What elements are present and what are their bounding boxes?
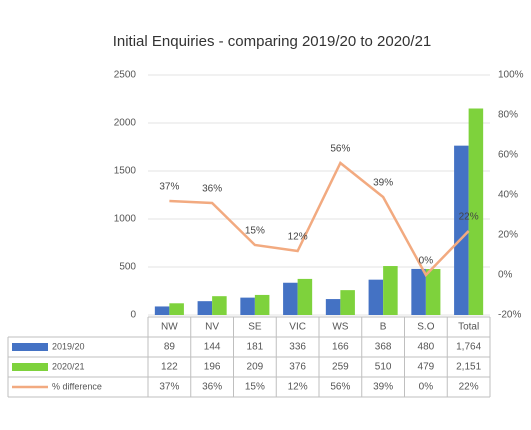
- y2-tick-label: -20%: [498, 310, 521, 321]
- data-label: 15%: [245, 226, 265, 237]
- bar: [425, 269, 441, 315]
- legend-swatch: [12, 343, 48, 351]
- data-label: 39%: [373, 178, 393, 189]
- y-tick-label: 2500: [114, 70, 137, 81]
- bar: [383, 266, 398, 315]
- table-cell: 166: [332, 342, 349, 353]
- y-tick-label: 0: [130, 310, 136, 321]
- table-cell: 39%: [373, 382, 393, 393]
- data-label: 22%: [459, 212, 479, 223]
- bar: [297, 278, 313, 315]
- table-cell: 56%: [330, 382, 350, 393]
- legend-swatch: [12, 363, 48, 371]
- x-tick-label: NW: [161, 322, 178, 333]
- data-label: 56%: [330, 144, 350, 155]
- y-tick-label: 1500: [114, 166, 137, 177]
- table-cell: 376: [289, 362, 306, 373]
- table-cell: 259: [332, 362, 349, 373]
- table-cell: 89: [164, 342, 176, 353]
- bar: [283, 282, 298, 315]
- bar: [212, 296, 227, 315]
- y2-tick-label: 80%: [498, 110, 518, 121]
- table-cell: 480: [418, 342, 435, 353]
- line: [169, 161, 470, 278]
- bar: [340, 290, 355, 315]
- legend-label: 2019/20: [52, 341, 85, 351]
- table-cell: 209: [247, 362, 264, 373]
- table-cell: 122: [161, 362, 178, 373]
- y2-tick-label: 20%: [498, 230, 518, 241]
- y-tick-label: 1000: [114, 214, 137, 225]
- table-cell: 22%: [459, 382, 479, 393]
- bar: [411, 268, 426, 315]
- table-cell: 1,764: [456, 342, 481, 353]
- table-cell: 2,151: [456, 362, 481, 373]
- data-label: 37%: [159, 182, 179, 193]
- x-tick-label: S.O: [417, 322, 434, 333]
- table-cell: 510: [375, 362, 392, 373]
- x-tick-label: NV: [205, 322, 219, 333]
- bar: [169, 303, 184, 315]
- y2-tick-label: 60%: [498, 150, 518, 161]
- table-cell: 196: [204, 362, 221, 373]
- bar: [240, 297, 255, 315]
- bar: [154, 306, 170, 315]
- x-tick-label: SE: [248, 322, 262, 333]
- table-cell: 0%: [419, 382, 434, 393]
- legend-label: % difference: [52, 381, 102, 391]
- x-tick-label: B: [380, 322, 387, 333]
- bar: [454, 145, 469, 315]
- table-cell: 479: [418, 362, 435, 373]
- bar: [468, 108, 484, 315]
- x-tick-label: Total: [458, 322, 479, 333]
- table-cell: 181: [247, 342, 264, 353]
- table-cell: 144: [204, 342, 221, 353]
- data-label: 36%: [202, 184, 222, 195]
- chart-title: Initial Enquiries - comparing 2019/20 to…: [113, 33, 432, 50]
- table-cell: 36%: [202, 382, 222, 393]
- data-label: 12%: [288, 232, 308, 243]
- table-cell: 12%: [288, 382, 308, 393]
- y-tick-label: 2000: [114, 118, 137, 129]
- legend-label: 2020/21: [52, 361, 85, 371]
- table-cell: 37%: [159, 382, 179, 393]
- x-tick-label: WS: [332, 322, 348, 333]
- table-cell: 336: [289, 342, 306, 353]
- y2-tick-label: 40%: [498, 190, 518, 201]
- data-label: 0%: [419, 256, 434, 267]
- y2-tick-label: 100%: [498, 70, 524, 81]
- bar: [254, 294, 270, 315]
- x-tick-label: VIC: [289, 322, 306, 333]
- bar: [197, 301, 213, 315]
- y-tick-label: 500: [119, 262, 136, 273]
- y2-tick-label: 0%: [498, 270, 513, 281]
- table-cell: 15%: [245, 382, 265, 393]
- bar: [325, 299, 341, 315]
- table-cell: 368: [375, 342, 392, 353]
- bar: [368, 279, 384, 315]
